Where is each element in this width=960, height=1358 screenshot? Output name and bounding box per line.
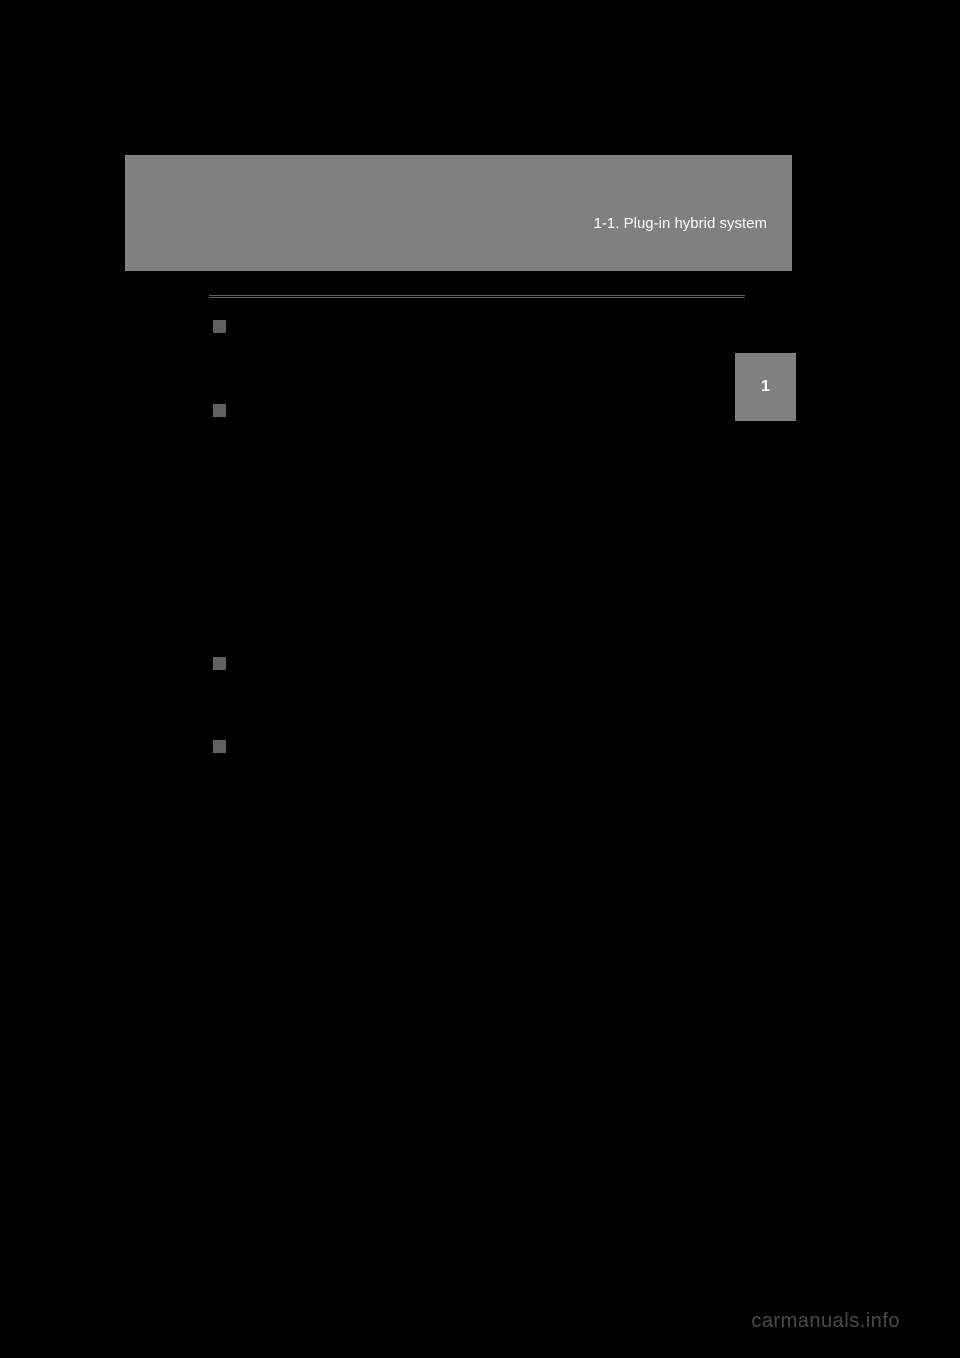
content-separator (209, 295, 745, 298)
bullet-icon (213, 404, 226, 417)
bullet-icon (213, 320, 226, 333)
chapter-number: 1 (761, 378, 770, 396)
header-bar: 1-1. Plug-in hybrid system (125, 155, 792, 271)
chapter-tab: 1 (735, 353, 796, 421)
watermark-text: carmanuals.info (751, 1310, 900, 1333)
section-label: 1-1. Plug-in hybrid system (594, 215, 767, 232)
bullet-icon (213, 740, 226, 753)
bullet-icon (213, 657, 226, 670)
